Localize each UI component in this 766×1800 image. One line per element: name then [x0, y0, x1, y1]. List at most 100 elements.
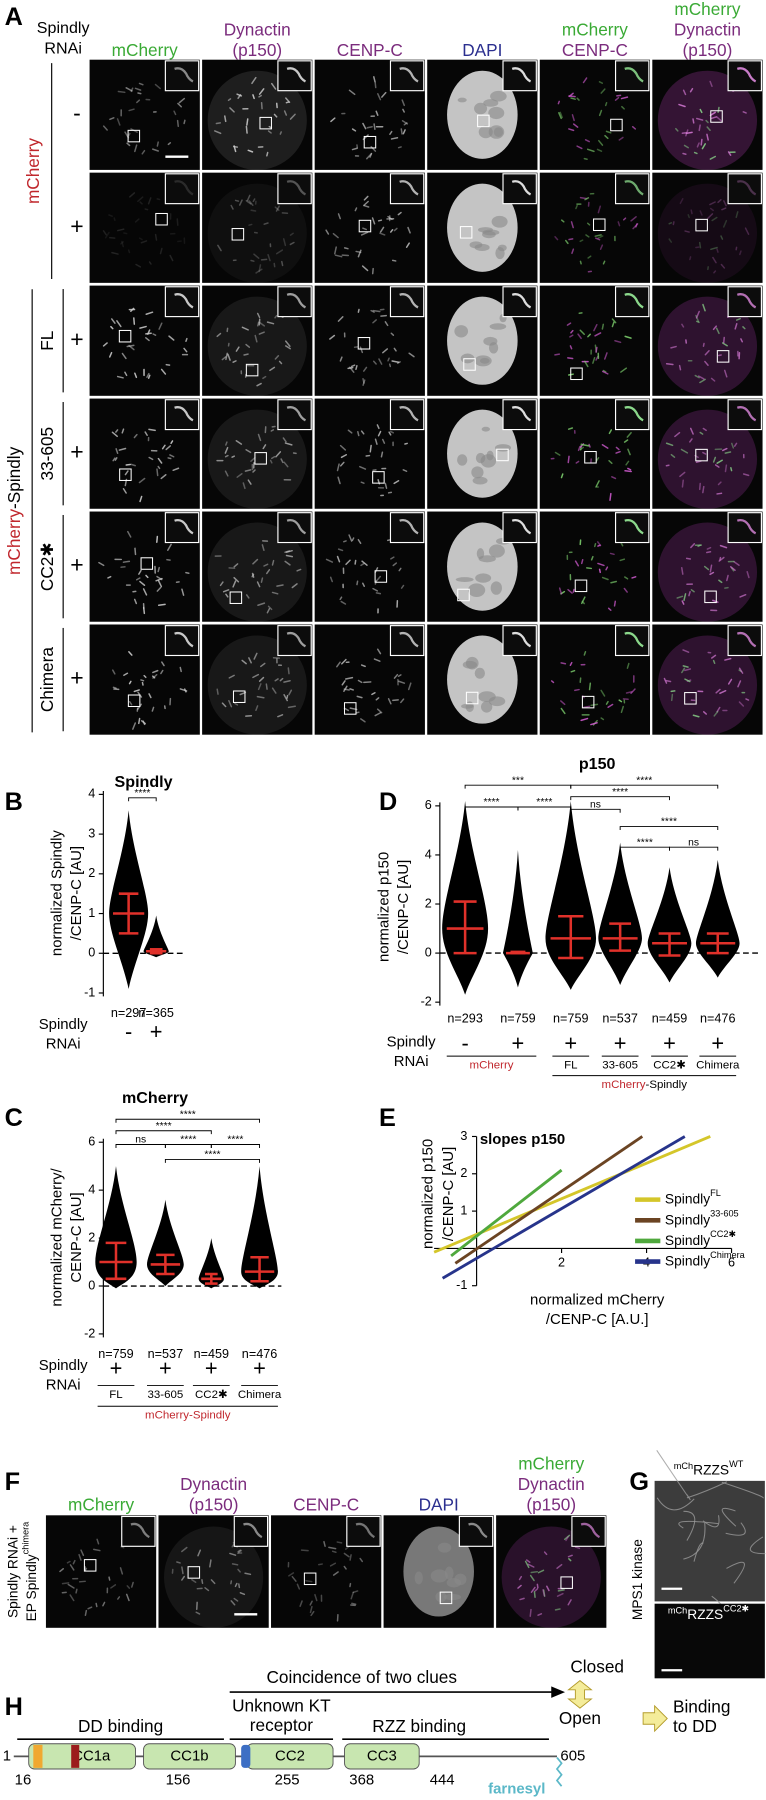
column-header: mCherry	[112, 40, 178, 60]
speck	[110, 1584, 117, 1589]
speck	[225, 352, 228, 361]
chromatin	[476, 548, 485, 560]
speck	[560, 473, 564, 479]
speck	[111, 431, 118, 438]
speck	[352, 1590, 359, 1594]
speck	[374, 438, 378, 445]
speck	[400, 128, 403, 135]
speck	[126, 1585, 131, 1589]
y-tick-label: 2	[88, 1230, 95, 1244]
speck	[248, 200, 254, 207]
panel-letter: B	[5, 788, 23, 816]
speck	[742, 473, 750, 477]
speck	[296, 1583, 301, 1590]
dot-cloud	[647, 867, 692, 983]
speck	[284, 560, 291, 566]
column-header: DAPI	[419, 1495, 459, 1515]
speck	[261, 544, 265, 552]
speck	[699, 108, 703, 114]
speck	[569, 661, 573, 667]
inset	[727, 60, 762, 92]
inset	[277, 286, 312, 318]
speck	[332, 1571, 339, 1576]
roi-box	[560, 1576, 573, 1589]
speck	[586, 148, 595, 153]
label-part: mCherry-Spindly	[145, 1409, 231, 1421]
side-label: MPS1 kinase	[630, 1539, 645, 1620]
speck	[134, 87, 142, 91]
speck	[560, 707, 566, 715]
double-arrow	[567, 1680, 593, 1709]
speck	[690, 543, 696, 549]
speck	[237, 1568, 241, 1573]
y-axis-label: normalized Spindly	[48, 830, 65, 956]
inset	[346, 1515, 381, 1547]
speck	[738, 701, 745, 707]
speck	[624, 470, 632, 473]
label-part: CC2✱	[723, 1604, 749, 1614]
speck	[696, 142, 700, 148]
speck	[224, 454, 229, 458]
speck	[694, 374, 700, 379]
roi-box	[439, 1591, 453, 1605]
speck	[631, 576, 637, 579]
speck	[267, 605, 273, 611]
inset	[502, 286, 537, 318]
domain	[28, 1743, 136, 1770]
inset	[502, 625, 537, 657]
speck	[169, 254, 174, 262]
speck	[288, 689, 293, 696]
speck	[121, 428, 125, 434]
speck	[702, 711, 707, 715]
n-label: n=476	[242, 1347, 277, 1361]
speck	[122, 488, 127, 494]
speck	[231, 1543, 235, 1548]
inset	[614, 286, 650, 318]
speck	[714, 464, 720, 468]
label-part: Spindly	[665, 1191, 710, 1206]
speck	[147, 197, 152, 205]
inset-signal	[624, 518, 644, 535]
speck	[235, 346, 240, 352]
regression-line	[450, 1168, 563, 1258]
roi-box	[155, 212, 168, 226]
label-part: 33-605	[710, 1209, 739, 1219]
label-part: Spindly	[665, 1253, 710, 1268]
speck	[529, 1608, 532, 1617]
label-part: mCh	[668, 1606, 687, 1616]
speck	[608, 459, 613, 465]
speck	[570, 329, 574, 334]
roi-box	[303, 1572, 317, 1586]
speck	[609, 492, 612, 501]
speck	[710, 246, 718, 251]
speck	[403, 122, 408, 126]
speck	[616, 94, 622, 97]
filament	[725, 1522, 746, 1536]
inset	[164, 399, 200, 431]
speck	[285, 101, 290, 104]
rnai-sign: +	[70, 326, 83, 352]
inset-signal	[736, 631, 757, 648]
speck	[329, 334, 336, 340]
speck	[570, 669, 576, 673]
column-header: (p150)	[683, 40, 733, 60]
speck	[348, 89, 356, 96]
speck	[161, 661, 165, 667]
speck	[594, 332, 602, 337]
residue-label: 368	[349, 1771, 374, 1788]
speck	[363, 200, 369, 207]
roi-box	[83, 1559, 97, 1572]
speck	[152, 148, 160, 152]
speck	[597, 205, 601, 214]
haze	[501, 1526, 601, 1628]
chromatin	[457, 97, 467, 103]
speck	[391, 259, 397, 262]
speck	[719, 544, 728, 549]
n-label: n=759	[500, 1012, 535, 1026]
column-header: Dynactin	[180, 1474, 247, 1494]
speck	[224, 470, 229, 477]
n-label: n=537	[148, 1347, 183, 1361]
speck	[234, 702, 239, 706]
speck	[670, 693, 674, 702]
speck	[156, 535, 159, 543]
